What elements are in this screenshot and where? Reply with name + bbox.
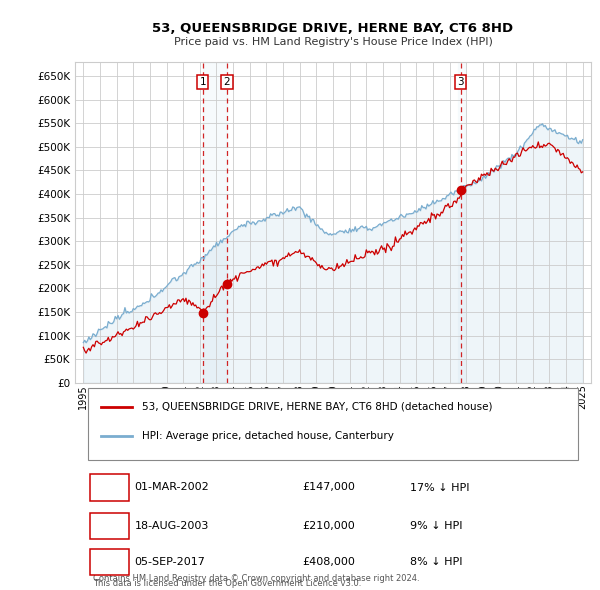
- Text: £147,000: £147,000: [302, 483, 355, 493]
- Text: 9% ↓ HPI: 9% ↓ HPI: [410, 521, 463, 531]
- Text: This data is licensed under the Open Government Licence v3.0.: This data is licensed under the Open Gov…: [93, 579, 361, 588]
- Text: Price paid vs. HM Land Registry's House Price Index (HPI): Price paid vs. HM Land Registry's House …: [173, 37, 493, 47]
- Text: Contains HM Land Registry data © Crown copyright and database right 2024.: Contains HM Land Registry data © Crown c…: [93, 574, 419, 583]
- Text: HPI: Average price, detached house, Canterbury: HPI: Average price, detached house, Cant…: [142, 431, 394, 441]
- FancyBboxPatch shape: [91, 513, 129, 539]
- Text: 53, QUEENSBRIDGE DRIVE, HERNE BAY, CT6 8HD: 53, QUEENSBRIDGE DRIVE, HERNE BAY, CT6 8…: [152, 22, 514, 35]
- Text: 2: 2: [106, 519, 113, 532]
- Bar: [203, 62, 227, 383]
- Text: 2: 2: [224, 77, 230, 87]
- Text: 3: 3: [458, 77, 464, 87]
- Text: 17% ↓ HPI: 17% ↓ HPI: [410, 483, 470, 493]
- Text: 01-MAR-2002: 01-MAR-2002: [134, 483, 209, 493]
- Text: 18-AUG-2003: 18-AUG-2003: [134, 521, 209, 531]
- Bar: [458, 62, 465, 383]
- Text: 8% ↓ HPI: 8% ↓ HPI: [410, 557, 463, 567]
- Text: 05-SEP-2017: 05-SEP-2017: [134, 557, 205, 567]
- FancyBboxPatch shape: [91, 474, 129, 500]
- FancyBboxPatch shape: [91, 549, 129, 575]
- Text: 1: 1: [106, 481, 113, 494]
- Text: 1: 1: [199, 77, 206, 87]
- Text: £408,000: £408,000: [302, 557, 355, 567]
- Text: 3: 3: [106, 555, 113, 568]
- Text: £210,000: £210,000: [302, 521, 355, 531]
- FancyBboxPatch shape: [88, 388, 578, 460]
- Text: 53, QUEENSBRIDGE DRIVE, HERNE BAY, CT6 8HD (detached house): 53, QUEENSBRIDGE DRIVE, HERNE BAY, CT6 8…: [142, 402, 493, 412]
